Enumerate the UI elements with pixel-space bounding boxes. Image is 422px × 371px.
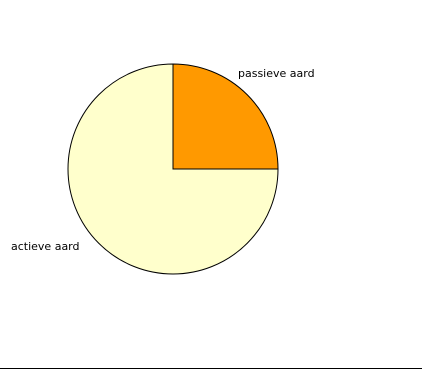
pie-slices: [67, 63, 279, 275]
pie-slice-0: [172, 63, 279, 170]
slice-label-1: actieve aard: [11, 240, 80, 253]
pie-slice-1: [67, 63, 279, 275]
bottom-divider: [0, 368, 422, 369]
slice-label-0: passieve aard: [238, 67, 315, 80]
slice-labels: passieve aard actieve aard: [11, 67, 315, 253]
